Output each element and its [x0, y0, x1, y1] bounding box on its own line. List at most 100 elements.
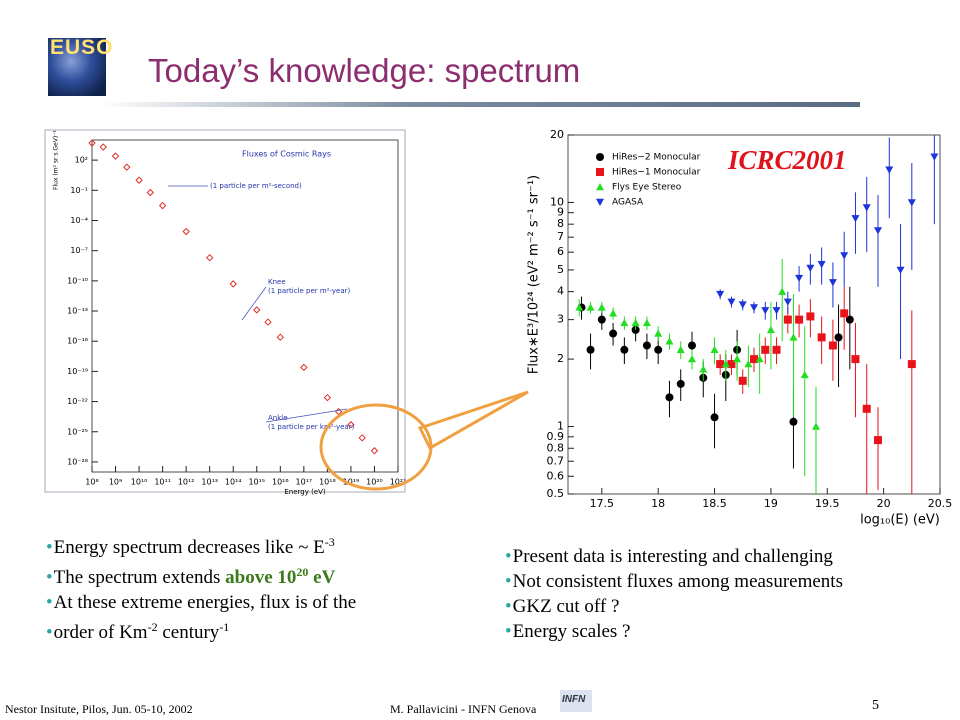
point [772, 345, 781, 354]
x-tick-label: 10⁹ [109, 478, 122, 487]
annotation: Ankle [268, 414, 288, 422]
callout-ring [319, 403, 433, 491]
logo-image [48, 38, 106, 96]
point [800, 370, 809, 379]
point [761, 307, 770, 315]
x-tick-label: 10⁸ [85, 478, 98, 487]
x-tick-label: 10¹⁶ [272, 478, 289, 487]
point [733, 355, 742, 363]
point [840, 252, 849, 260]
point [123, 163, 131, 171]
bullet: The spectrum extends above 1020 eV [46, 560, 356, 590]
point [851, 215, 860, 223]
point [642, 318, 651, 327]
legend-marker [596, 183, 604, 191]
point [609, 329, 618, 338]
header-rule [100, 102, 860, 107]
point [654, 329, 663, 337]
point [676, 379, 685, 388]
point [654, 345, 663, 354]
y-tick-label: 3 [557, 313, 564, 326]
point [907, 199, 916, 207]
bullets-left: Energy spectrum decreases like ~ E-3The … [46, 530, 357, 645]
y-tick-label: 10⁻¹⁶ [67, 337, 88, 346]
point [806, 264, 815, 272]
point [716, 290, 725, 299]
x-tick-label: 10¹² [178, 478, 195, 487]
x-tick-label: 10²¹ [390, 478, 407, 487]
point [851, 355, 860, 364]
x-axis-title: Energy (eV) [284, 488, 326, 496]
bullet-text: above 10 [225, 567, 297, 588]
point [789, 333, 798, 341]
y-tick-label: 1 [557, 420, 564, 433]
y-tick-label: 10² [75, 156, 88, 165]
x-tick-label: 10²⁰ [366, 478, 383, 487]
point [755, 355, 764, 363]
point [845, 315, 854, 324]
footer-logo-bg [560, 690, 592, 712]
x-axis-title: log₁₀(E) (eV) [860, 513, 940, 528]
point [99, 143, 107, 151]
y-tick-label: 10⁻²⁸ [67, 457, 88, 466]
point [874, 227, 882, 235]
annotation: (1 particle per km²-year) [268, 423, 355, 431]
y-tick-label: 20 [550, 128, 564, 141]
legend-label: HiRes−1 Monocular [612, 168, 701, 178]
bullet: Not consistent fluxes among measurements [505, 569, 843, 594]
y-tick-label: 2 [557, 352, 564, 365]
legend-label: HiRes−2 Monocular [612, 153, 701, 163]
bullet-text: eV [308, 567, 336, 588]
y-tick-label: 0.6 [547, 469, 565, 482]
annotation-arrow [241, 286, 267, 321]
bullet-text: Energy scales ? [512, 621, 631, 642]
point [665, 393, 674, 402]
point [229, 280, 237, 288]
point [586, 303, 595, 311]
bullet-text: Not consistent fluxes among measurements [512, 571, 843, 592]
point [620, 318, 629, 327]
y-tick-label: 5 [557, 263, 564, 276]
bullet: Energy scales ? [505, 619, 843, 644]
x-tick-label: 18 [651, 497, 665, 510]
point [688, 341, 696, 350]
y-tick-label: 0.8 [547, 441, 565, 454]
point [738, 376, 747, 385]
point [772, 307, 781, 315]
bullet-text: 20 [296, 565, 309, 579]
y-tick-label: 10⁻⁷ [70, 246, 88, 255]
point [111, 152, 120, 160]
annotation: (1 particle per m²-second) [210, 182, 302, 190]
point [783, 298, 792, 306]
y-tick-label: 10⁻²² [67, 397, 88, 406]
annotation-arrow [265, 408, 348, 423]
point [631, 318, 640, 327]
point [874, 436, 882, 445]
x-tick-label: 20.5 [928, 497, 953, 510]
point [182, 227, 190, 236]
point [862, 404, 871, 413]
x-tick-label: 10¹³ [201, 478, 218, 487]
point [738, 301, 747, 309]
point [710, 345, 719, 354]
x-tick-label: 10¹⁸ [319, 478, 336, 487]
footer-center: M. Pallavicini - INFN Genova [390, 702, 537, 716]
y-tick-label: 7 [557, 230, 564, 243]
legend-label: AGASA [612, 198, 644, 208]
plot-frame [567, 134, 941, 495]
point [789, 417, 798, 426]
logo: EUSO [50, 36, 114, 59]
point [828, 341, 837, 350]
chart-frame [44, 129, 406, 493]
chart-2: 17.5 18 18.5 19 19.5 20 20.5 0.5 0.6 0.70.80.91 2 3… [527, 128, 953, 528]
point [253, 306, 261, 314]
bullet-text: Energy spectrum decreases like ~ E [53, 537, 325, 558]
point [300, 363, 308, 372]
footer-left: Nestor Insitute, Pilos, Jun. 05-10, 2002 [5, 702, 193, 716]
y-axis-title: Flux (m² sr s GeV)⁻¹ [53, 130, 60, 190]
x-tick-label: 10¹⁷ [296, 478, 313, 487]
point [750, 355, 758, 364]
point [88, 139, 96, 147]
point [828, 279, 837, 287]
point [795, 315, 804, 324]
